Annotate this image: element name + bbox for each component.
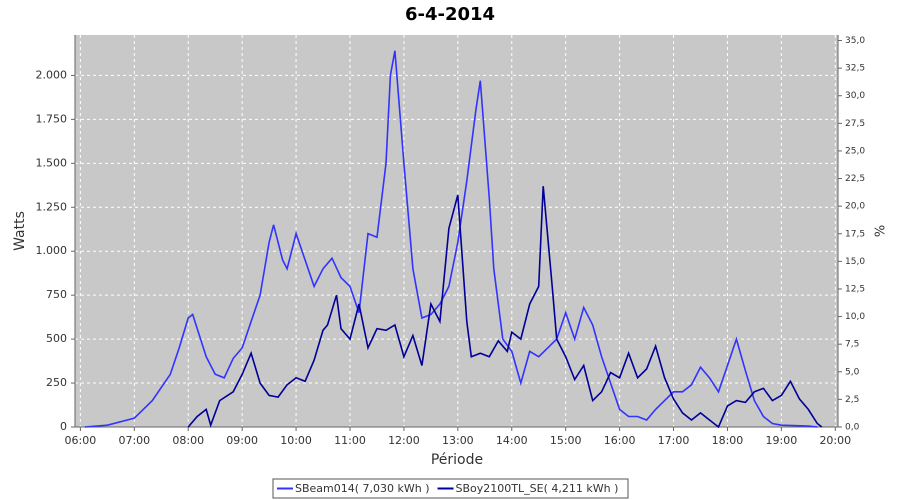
x-tick-label: 17:00 [658,434,690,447]
y2-tick-label: 0,0 [845,423,860,433]
x-tick-label: 07:00 [118,434,150,447]
chart-title: 6-4-2014 [405,4,495,25]
x-tick-label: 13:00 [442,434,474,447]
y2-tick-label: 12,5 [845,284,865,294]
y-tick-label: 250 [46,376,67,389]
x-tick-label: 15:00 [550,434,582,447]
y2-axis-label: % [874,225,889,237]
y-tick-label: 1.750 [36,112,68,125]
y2-tick-label: 2,5 [845,395,859,405]
x-tick-label: 19:00 [766,434,798,447]
x-tick-label: 11:00 [334,434,366,447]
series-line [84,50,818,428]
y2-tick-label: 5,0 [845,367,860,377]
y2-tick-label: 7,5 [845,340,859,350]
x-tick-label: 14:00 [496,434,528,447]
y2-tick-label: 32,5 [845,64,865,74]
y2-tick-label: 30,0 [845,91,865,101]
x-tick-label: 09:00 [226,434,258,447]
x-tick-label: 16:00 [604,434,636,447]
x-tick-label: 20:00 [819,434,851,447]
y2-tick-label: 15,0 [845,257,865,267]
y-tick-label: 1.000 [36,244,68,257]
y-tick-label: 1.250 [36,200,68,213]
y-tick-label: 750 [46,288,67,301]
y2-tick-label: 22,5 [845,174,865,184]
legend-label: SBoy2100TL_SE( 4,211 kWh ) [456,482,619,495]
legend-label: SBeam014( 7,030 kWh ) [295,482,430,495]
x-axis-label: Période [431,452,483,468]
x-tick-label: 08:00 [172,434,204,447]
y2-tick-label: 27,5 [845,119,865,129]
y-tick-label: 500 [46,332,67,345]
x-tick-label: 18:00 [712,434,744,447]
x-tick-label: 06:00 [65,434,97,447]
y2-tick-label: 20,0 [845,202,865,212]
y-tick-label: 0 [60,420,67,433]
plot-area [75,35,838,427]
series-line [187,186,823,429]
y2-tick-label: 17,5 [845,229,865,239]
y-tick-label: 1.500 [36,156,68,169]
y2-tick-label: 25,0 [845,146,865,156]
y-axis-label: Watts [12,211,28,251]
x-tick-label: 10:00 [280,434,312,447]
y2-tick-label: 10,0 [845,312,865,322]
y2-tick-label: 35,0 [845,36,865,46]
x-tick-label: 12:00 [388,434,420,447]
y-tick-label: 2.000 [36,68,68,81]
